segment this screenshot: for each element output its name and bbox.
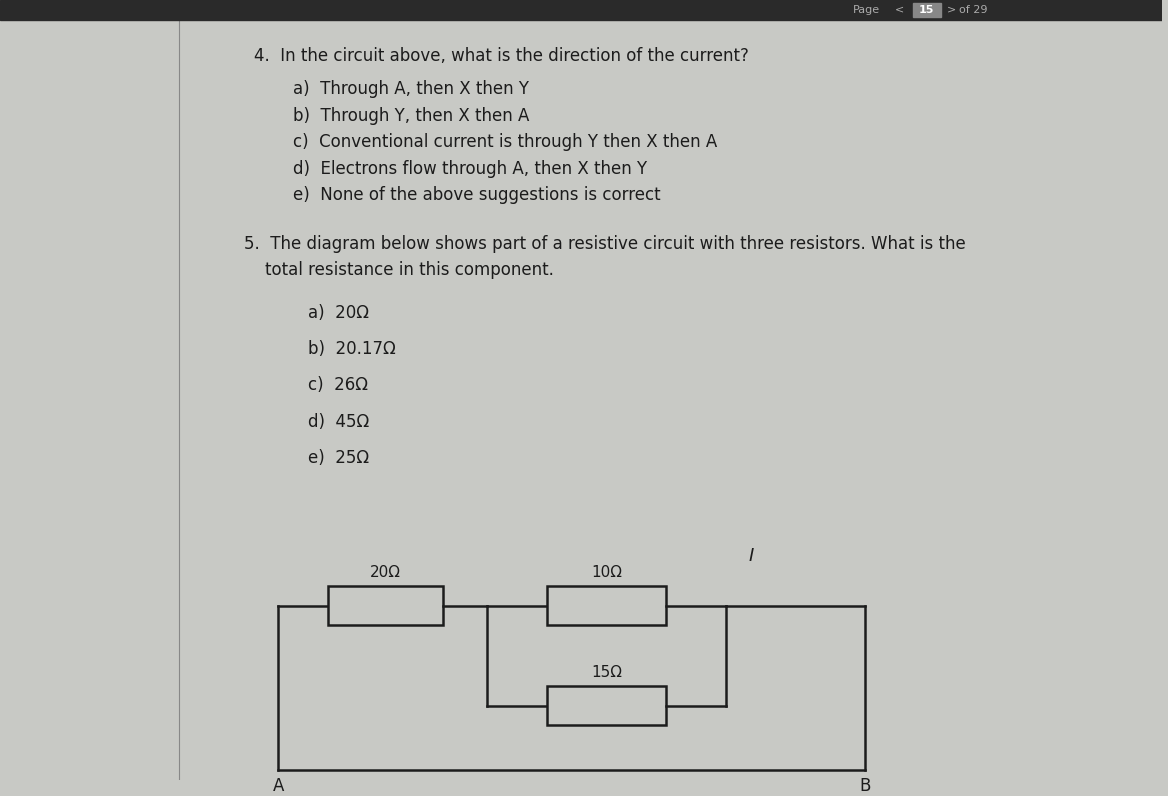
Bar <box>0 0 1161 20</box>
Text: of 29: of 29 <box>959 5 987 15</box>
Text: b)  20.17Ω: b) 20.17Ω <box>308 340 396 358</box>
Text: 20Ω: 20Ω <box>370 565 401 580</box>
Bar <box>913 3 940 17</box>
Text: total resistance in this component.: total resistance in this component. <box>244 261 554 279</box>
Text: 10Ω: 10Ω <box>591 565 623 580</box>
Text: 5.  The diagram below shows part of a resistive circuit with three resistors. Wh: 5. The diagram below shows part of a res… <box>244 236 966 253</box>
Text: c)  Conventional current is through Y then X then A: c) Conventional current is through Y the… <box>293 133 717 151</box>
Text: A: A <box>273 778 284 795</box>
Text: a)  Through A, then X then Y: a) Through A, then X then Y <box>293 80 529 99</box>
Text: b)  Through Y, then X then A: b) Through Y, then X then A <box>293 107 530 125</box>
Text: e)  None of the above suggestions is correct: e) None of the above suggestions is corr… <box>293 186 661 205</box>
Text: e)  25Ω: e) 25Ω <box>308 449 369 467</box>
Bar <box>547 586 666 626</box>
Text: 4.  In the circuit above, what is the direction of the current?: 4. In the circuit above, what is the dir… <box>253 47 749 65</box>
Bar <box>547 686 666 725</box>
Text: >: > <box>947 5 957 15</box>
Text: a)  20Ω: a) 20Ω <box>308 304 369 322</box>
Text: <: < <box>895 5 904 15</box>
Text: d)  45Ω: d) 45Ω <box>308 412 369 431</box>
Text: c)  26Ω: c) 26Ω <box>308 377 368 395</box>
Bar <box>328 586 443 626</box>
Text: d)  Electrons flow through A, then X then Y: d) Electrons flow through A, then X then… <box>293 160 647 178</box>
Text: B: B <box>860 778 871 795</box>
Text: I: I <box>749 547 753 565</box>
Text: 15Ω: 15Ω <box>591 665 623 681</box>
Text: 15: 15 <box>919 5 934 15</box>
Text: Page: Page <box>854 5 881 15</box>
